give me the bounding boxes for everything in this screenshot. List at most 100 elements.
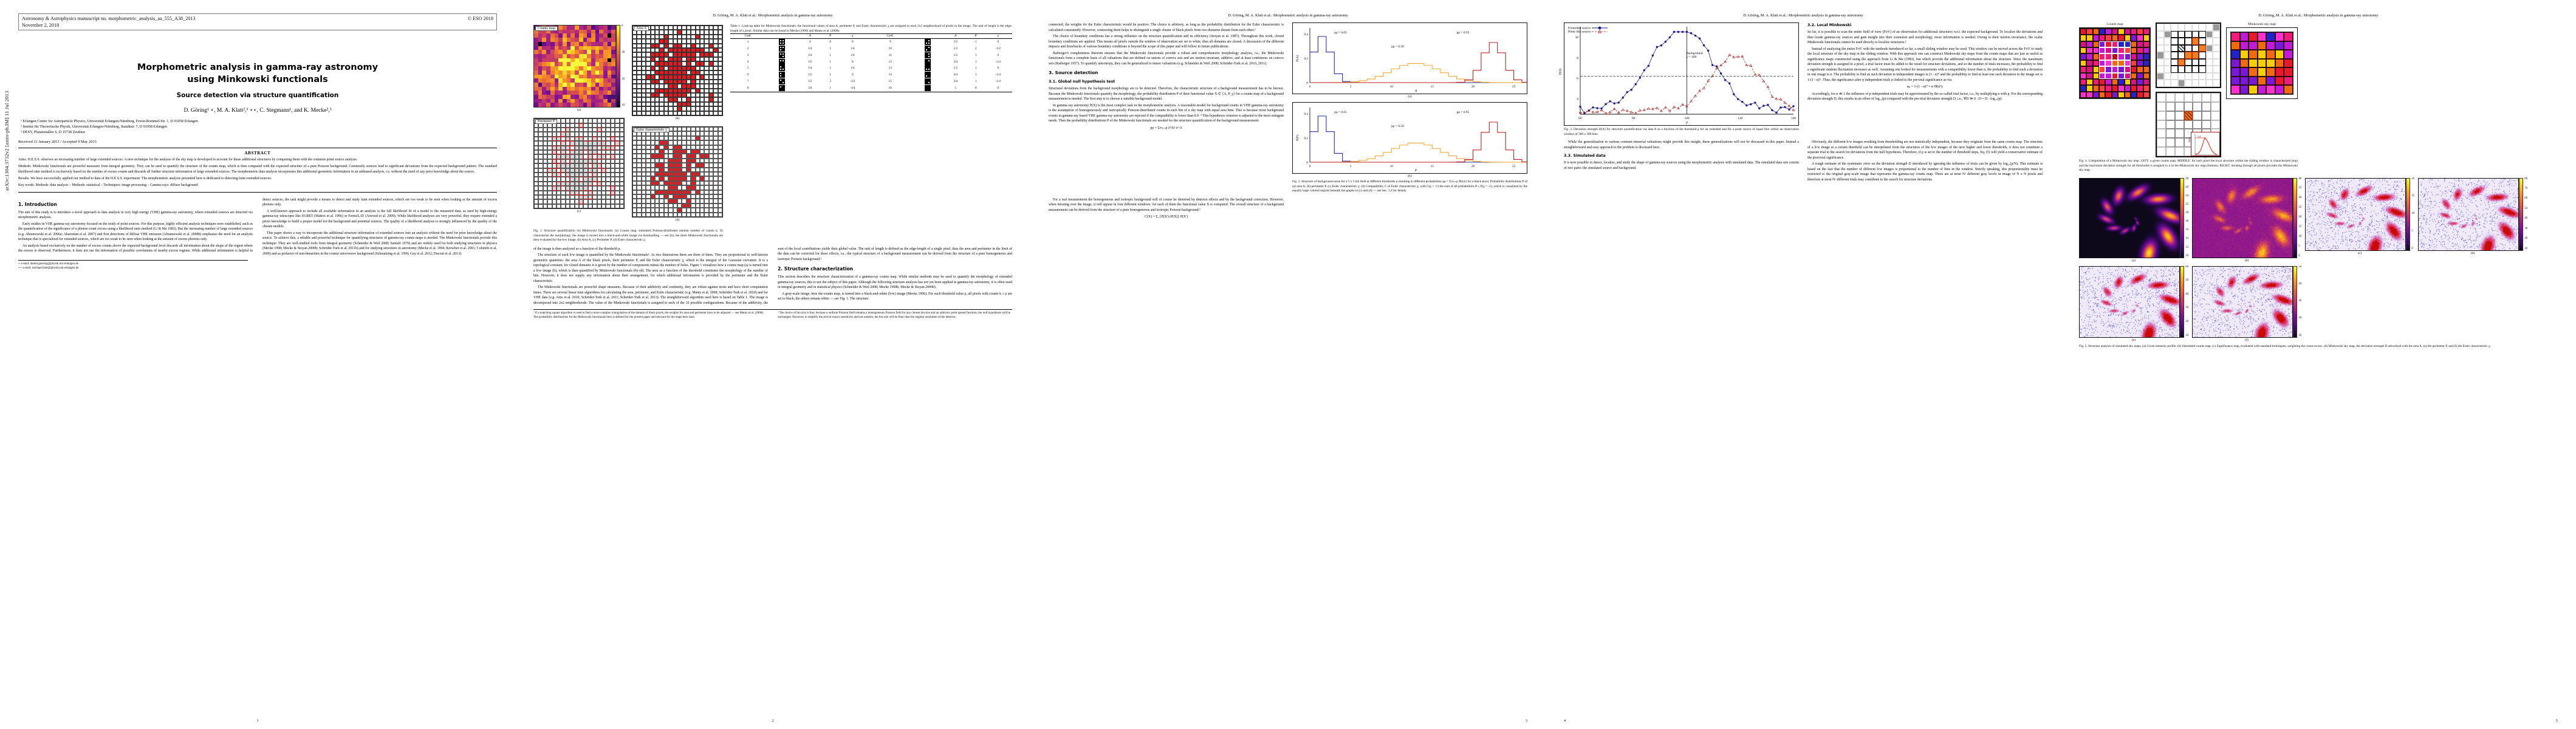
svg-text:20: 20 — [1471, 85, 1475, 89]
data-point — [1728, 82, 1731, 84]
svg-text:0: 0 — [1309, 85, 1311, 89]
svg-text:25: 25 — [1512, 165, 1516, 168]
data-point — [1694, 34, 1697, 37]
cell-area: 3/4 — [808, 86, 812, 90]
cell-conf: 8 — [747, 86, 749, 90]
page1-footnotes: ⋆ e-mail: daniel.goering@physik.uni-erla… — [18, 260, 248, 270]
table-row: 8 3/4 1 -1/4 16 1 0 0 — [730, 84, 1012, 91]
page-2: D. Göring, M. A. Klatt et al.: Morphomet… — [515, 0, 1030, 729]
body-paragraph: Radwiger's completeness theorem ensures … — [1049, 51, 1284, 66]
series-point-source — [1580, 54, 1794, 114]
body-paragraph: Obviously, the different b/w images resu… — [1807, 140, 2043, 160]
cell-conf: 3 — [747, 53, 749, 57]
data-point — [1750, 103, 1752, 106]
data-point — [1745, 104, 1748, 107]
svg-text:0: 0 — [1309, 165, 1311, 168]
data-point — [1617, 101, 1620, 104]
data-point — [1770, 95, 1774, 98]
cell-perimeter2: 1 — [975, 73, 977, 77]
panel-d-tag: (d) — [675, 218, 680, 222]
cell-conf: 1 — [747, 40, 749, 44]
page2-right-column: Table 1. Look-up table for Minkowski fun… — [730, 22, 1012, 92]
configuration-icon — [778, 72, 785, 78]
running-head: D. Göring, M. A. Klatt et al.: Morphomet… — [2258, 13, 2379, 18]
map-canvas — [2193, 266, 2293, 337]
body-paragraph: Accordingly, for α ≪ 1 the influence of … — [1807, 92, 2043, 101]
data-point — [1621, 108, 1625, 111]
running-head: D. Göring, M. A. Klatt et al.: Morphomet… — [713, 13, 833, 18]
data-point — [1617, 111, 1620, 114]
y-axis-label: P(A) — [1295, 55, 1300, 61]
annotation: pρ = 0.05 — [1334, 31, 1347, 35]
data-point — [1664, 106, 1667, 109]
cell-perimeter: 1 — [829, 53, 831, 57]
cell-perimeter: 1 — [829, 60, 831, 64]
data-point — [1608, 111, 1612, 114]
configuration-icon — [924, 39, 931, 46]
data-point — [1651, 54, 1654, 57]
data-point — [1578, 111, 1582, 114]
body-paragraph: The choice of boundary conditions has a … — [1049, 35, 1284, 49]
cell-euler2: 0 — [997, 66, 999, 70]
plot-canvas: 4 6 8 10 60 80 100 120 140 ρ — [1575, 27, 1796, 125]
page2-footnotes: ² If a matching square algorithm is used… — [533, 309, 1012, 320]
cell-euler2: -1/4 — [995, 79, 1001, 83]
data-point — [1767, 104, 1769, 106]
data-point — [1634, 83, 1637, 86]
data-point — [1604, 111, 1608, 115]
page-4: D. Göring, M. A. Klatt et al.: Morphomet… — [1546, 0, 2061, 729]
svg-text:5: 5 — [1350, 165, 1352, 168]
data-point — [1762, 104, 1765, 107]
panel-d-label: Euler characteristic χ — [634, 128, 670, 132]
colorbar-ticks: 20 15 10 5 0 — [2411, 177, 2414, 250]
panel-a-tag: (a) — [577, 108, 581, 112]
configuration-icon — [778, 39, 785, 46]
data-point — [1715, 65, 1718, 68]
figure4-sliding-window: 3.4 D(A) ρ — [2156, 22, 2221, 159]
figure1-panel-c: Perimeter P (c) — [533, 118, 625, 213]
configuration-icon — [924, 78, 931, 84]
figure5-block: 28 26 24 22 20 18 16 14 12 10 (a) 40 35 30 25 — [2079, 177, 2558, 342]
cell-conf2: 13 — [888, 66, 892, 70]
col-header: χ — [838, 33, 867, 39]
colorbar — [2180, 265, 2185, 338]
svg-text:0: 0 — [1306, 81, 1308, 85]
page3-lower-columns: For a real measurement the homogeneous a… — [1049, 197, 1527, 222]
body-paragraph: In gamma-ray astronomy P(X) is the most … — [1049, 103, 1284, 123]
equation: αₚ = 1-(1 - α)ᴺ ≈ α·Θ(α²). — [1906, 85, 1944, 89]
colorbar-ticks: 40 35 30 25 20 15 10 5 0 — [2298, 177, 2301, 258]
minkowski-sky-map-pixels — [2230, 32, 2293, 95]
data-point — [1766, 85, 1770, 88]
col-header: P — [967, 33, 984, 39]
data-point — [1698, 89, 1701, 92]
page-5: D. Göring, M. A. Klatt et al.: Morphomet… — [2061, 0, 2576, 729]
figure2-panel-b-tag: (b) — [1408, 174, 1412, 178]
x-axis-label: ρ — [1685, 121, 1688, 125]
colorbar-ticks: 80 70 60 50 40 30 20 10 — [2524, 177, 2527, 250]
simulated-counts-image — [2192, 177, 2293, 258]
svg-text:0.4: 0.4 — [1304, 33, 1309, 36]
cell-area2: 1/2 — [953, 40, 958, 44]
data-point — [1690, 99, 1693, 103]
data-point — [1737, 98, 1739, 100]
cell-perimeter: 1 — [829, 66, 831, 70]
colorbar-ticks: k 30 20 10 — [620, 24, 625, 108]
configuration-icon — [778, 65, 785, 72]
sliding-window-grid — [2156, 22, 2221, 88]
section-heading-source-detection: 3. Source detection — [1049, 70, 1098, 76]
cell-area2: 1/2 — [953, 46, 958, 50]
svg-text:15: 15 — [1431, 165, 1434, 168]
figure1-panel-b: Area A (b) — [632, 25, 723, 120]
data-point — [1753, 73, 1757, 76]
x-axis-tick: 140 — [1791, 117, 1796, 120]
data-point — [1719, 63, 1722, 67]
cell-euler: 1/4 — [851, 46, 855, 50]
col-header: χ — [984, 33, 1012, 39]
abstract-rule-bottom — [18, 191, 497, 193]
cell-conf: 2 — [747, 46, 749, 50]
data-point — [1775, 111, 1778, 114]
body-paragraph: While the generalization to various cons… — [1564, 140, 1799, 149]
panel-c-label: Perimeter P — [535, 119, 558, 125]
svg-text:10: 10 — [1390, 165, 1394, 168]
page-number: 5 — [2555, 719, 2558, 723]
